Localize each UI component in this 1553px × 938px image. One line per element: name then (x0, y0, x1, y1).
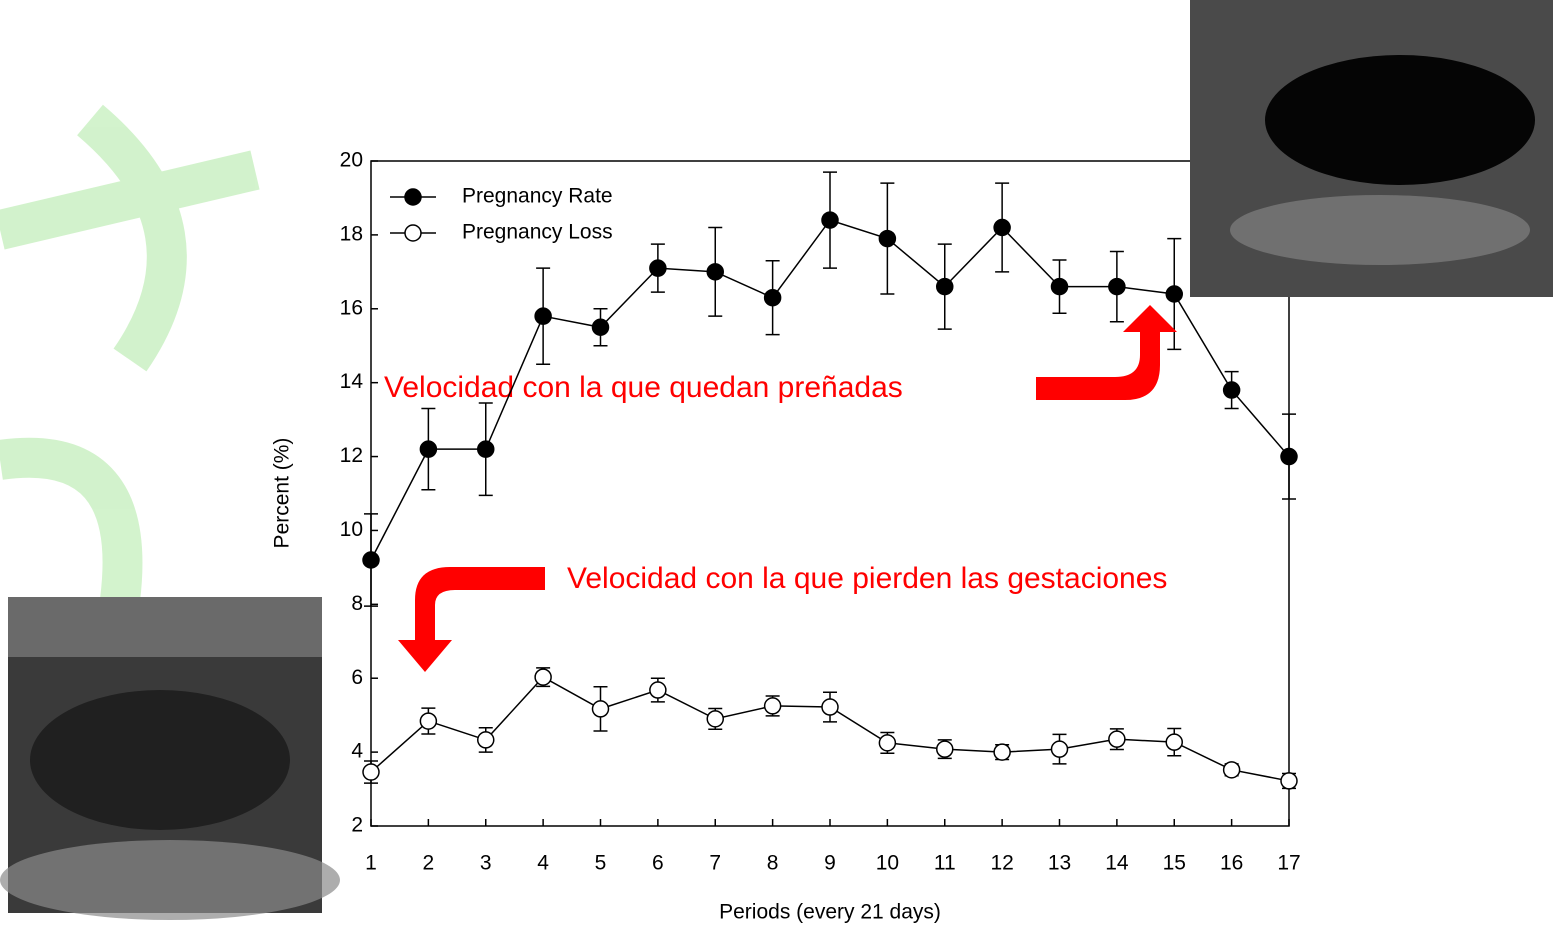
image-shape (1265, 55, 1535, 185)
marker (879, 231, 895, 247)
watermark (0, 120, 255, 600)
marker (937, 741, 953, 757)
x-tick-label: 3 (480, 852, 492, 875)
x-tick-label: 7 (709, 852, 721, 875)
marker (1166, 734, 1182, 750)
x-tick-label: 8 (767, 852, 779, 875)
x-tick-label: 11 (934, 852, 956, 875)
y-axis-title: Percent (%) (271, 438, 294, 549)
y-tick-label: 16 (340, 296, 363, 319)
marker (1166, 286, 1182, 302)
marker (478, 441, 494, 457)
x-tick-label: 5 (595, 852, 607, 875)
marker (1109, 731, 1125, 747)
marker (535, 308, 551, 324)
marker (420, 441, 436, 457)
image-shape (1230, 195, 1530, 265)
marker (707, 711, 723, 727)
marker (593, 701, 609, 717)
x-tick-label: 9 (824, 852, 836, 875)
x-tick-label: 12 (990, 852, 1013, 875)
marker (1281, 773, 1297, 789)
marker (1052, 279, 1068, 295)
x-tick-label: 16 (1220, 852, 1243, 875)
arrow (1036, 305, 1177, 400)
legend-label: Pregnancy Loss (462, 221, 613, 244)
annotation: Velocidad con la que pierden las gestaci… (567, 562, 1167, 595)
x-tick-label: 4 (537, 852, 549, 875)
y-tick-label: 10 (340, 518, 363, 541)
image-shape (0, 840, 340, 920)
marker (650, 260, 666, 276)
x-tick-label: 6 (652, 852, 664, 875)
image-shape (8, 597, 322, 657)
plot-area: Periods (every 21 days) Percent (%) Velo… (271, 149, 1301, 924)
y-tick-label: 20 (340, 149, 363, 172)
x-tick-label: 2 (423, 852, 435, 875)
marker (1224, 762, 1240, 778)
marker (363, 552, 379, 568)
image-shape (30, 690, 290, 830)
x-tick-label: 10 (876, 852, 899, 875)
marker (1052, 741, 1068, 757)
x-axis-title: Periods (every 21 days) (719, 901, 941, 924)
watermark-stroke (0, 458, 123, 600)
marker (535, 669, 551, 685)
marker (765, 698, 781, 714)
marker (994, 744, 1010, 760)
y-tick-label: 12 (340, 444, 363, 467)
y-tick-label: 4 (351, 740, 363, 763)
page: Periods (every 21 days) Percent (%) Velo… (0, 0, 1553, 938)
marker (363, 764, 379, 780)
marker (650, 682, 666, 698)
x-tick-label: 1 (365, 852, 377, 875)
watermark-stroke (90, 120, 167, 360)
arrow (398, 567, 545, 672)
annotation: Velocidad con la que quedan preñadas (384, 371, 903, 404)
legend-label: Pregnancy Rate (462, 185, 613, 208)
x-tick-label: 14 (1105, 852, 1129, 875)
marker (1109, 279, 1125, 295)
legend-marker (405, 225, 421, 241)
marker (765, 290, 781, 306)
chart: Periods (every 21 days) Percent (%) Velo… (0, 0, 1553, 938)
y-tick-label: 6 (351, 666, 363, 689)
ultrasound-image (0, 597, 340, 920)
legend-marker (405, 189, 421, 205)
marker (1224, 382, 1240, 398)
marker (879, 735, 895, 751)
marker (822, 699, 838, 715)
x-tick-label: 15 (1163, 852, 1186, 875)
y-tick-label: 18 (340, 222, 363, 245)
y-tick-label: 14 (340, 370, 364, 393)
x-tick-label: 17 (1277, 852, 1300, 875)
marker (937, 279, 953, 295)
marker (707, 264, 723, 280)
marker (1281, 449, 1297, 465)
marker (420, 713, 436, 729)
ultrasound-image (1190, 0, 1553, 297)
y-tick-label: 2 (351, 814, 363, 837)
y-tick-label: 8 (351, 592, 363, 615)
marker (478, 732, 494, 748)
marker (994, 220, 1010, 236)
marker (822, 212, 838, 228)
marker (593, 319, 609, 335)
x-tick-label: 13 (1048, 852, 1071, 875)
